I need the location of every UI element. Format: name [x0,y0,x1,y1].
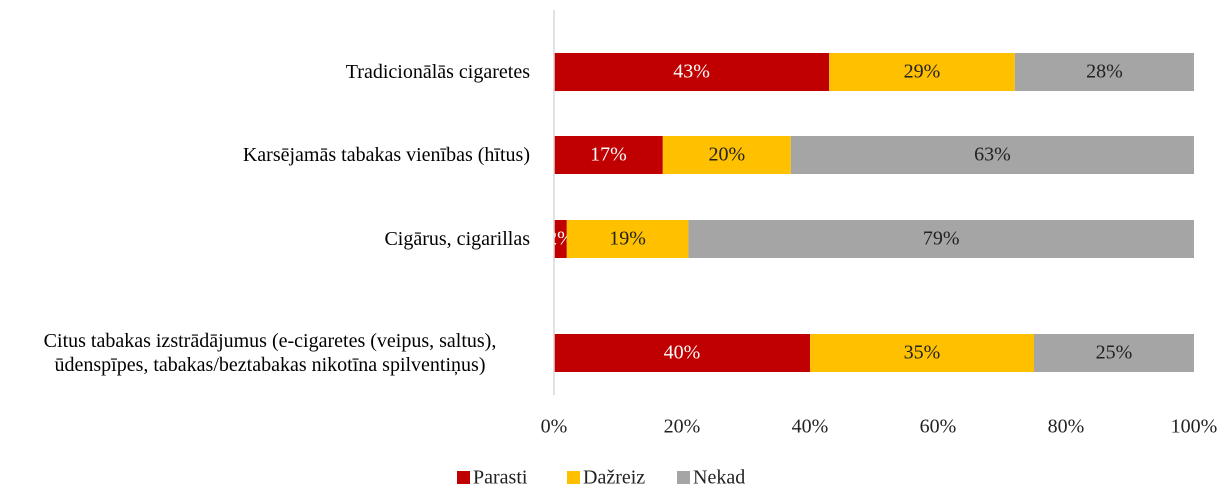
bar-segment [688,220,1194,258]
data-label: 35% [904,342,941,364]
x-tick-label: 20% [664,416,701,438]
category-label: Cigārus, cigarillas [384,228,530,250]
bar-segment [790,136,1194,174]
category-label: Citus tabakas izstrādājumus (e-cigaretes… [43,330,497,376]
bar-segment [662,136,791,174]
category-label: Tradicionālās cigaretes [345,61,530,83]
bar-segment [1014,53,1194,91]
bar-segment [829,53,1015,91]
data-label: 17% [590,144,627,166]
legend-label: Parasti [473,467,528,489]
data-label: 19% [609,228,646,250]
data-label: 20% [708,144,745,166]
category-label: Karsējamās tabakas vienības (hītus) [242,144,530,166]
legend-label: Dažreiz [583,467,645,489]
x-tick-label: 100% [1171,416,1218,438]
legend-swatch [457,471,470,484]
bar-segment [554,220,567,258]
data-label: 79% [923,228,960,250]
bar-segment [554,53,830,91]
bar-segment [1034,334,1194,372]
legend-label: Nekad [693,467,745,489]
bar-segment [554,334,810,372]
bar-segment [810,334,1034,372]
x-tick-label: 40% [792,416,829,438]
x-tick-label: 0% [541,416,568,438]
data-label: 25% [1096,342,1133,364]
legend-swatch [567,471,580,484]
data-label: 40% [664,342,701,364]
bar-segment [554,136,663,174]
data-label: 29% [904,61,941,83]
bar-segment [566,220,689,258]
x-tick-label: 60% [920,416,957,438]
x-tick-label: 80% [1048,416,1085,438]
legend-swatch [677,471,690,484]
data-label: 43% [673,61,710,83]
data-label: 63% [974,144,1011,166]
data-label: 28% [1086,61,1123,83]
